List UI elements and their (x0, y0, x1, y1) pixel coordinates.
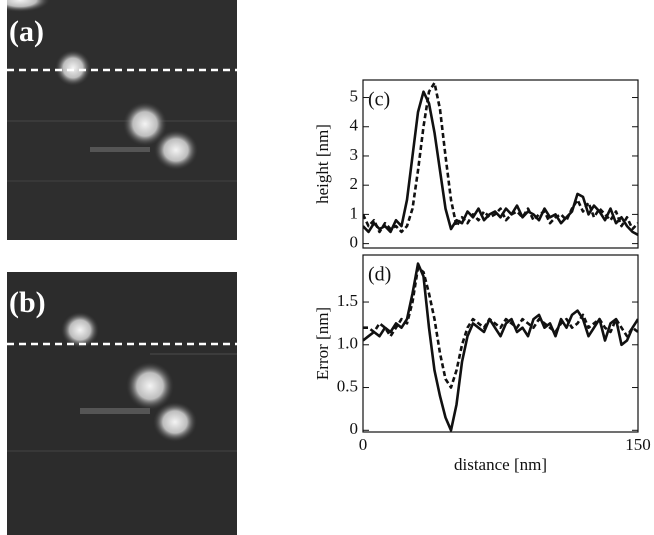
y-tick-label: 1.5 (337, 291, 358, 310)
y-tick-label: 3 (350, 145, 359, 164)
y-tick-label: 5 (350, 86, 359, 105)
x-axis-label: distance [nm] (454, 455, 547, 474)
data-line (363, 266, 638, 389)
afm-image-b: (b) (7, 272, 237, 535)
y-tick-label: 4 (350, 116, 359, 135)
y-tick-label: 0 (350, 419, 359, 438)
afm-image-a: (a) (7, 0, 237, 240)
panel-label: (c) (368, 89, 390, 111)
y-tick-label: 1.0 (337, 334, 358, 353)
y-axis-label: height [nm] (313, 124, 332, 204)
y-tick-label: 1 (350, 203, 359, 222)
data-line (363, 90, 638, 237)
y-tick-label: 0 (350, 233, 359, 252)
panel-label: (d) (368, 264, 391, 286)
x-tick-label: 0 (359, 435, 368, 454)
x-tick-label: 150 (625, 435, 651, 454)
y-axis-label: Error [nm] (313, 307, 332, 380)
data-line (363, 81, 638, 234)
image-label: (b) (9, 286, 46, 319)
plot-frame (362, 79, 639, 249)
y-tick-label: 0.5 (337, 376, 358, 395)
data-line (363, 262, 638, 432)
y-tick-label: 2 (350, 174, 359, 193)
plot-frame (362, 254, 639, 433)
image-label: (a) (9, 15, 44, 48)
